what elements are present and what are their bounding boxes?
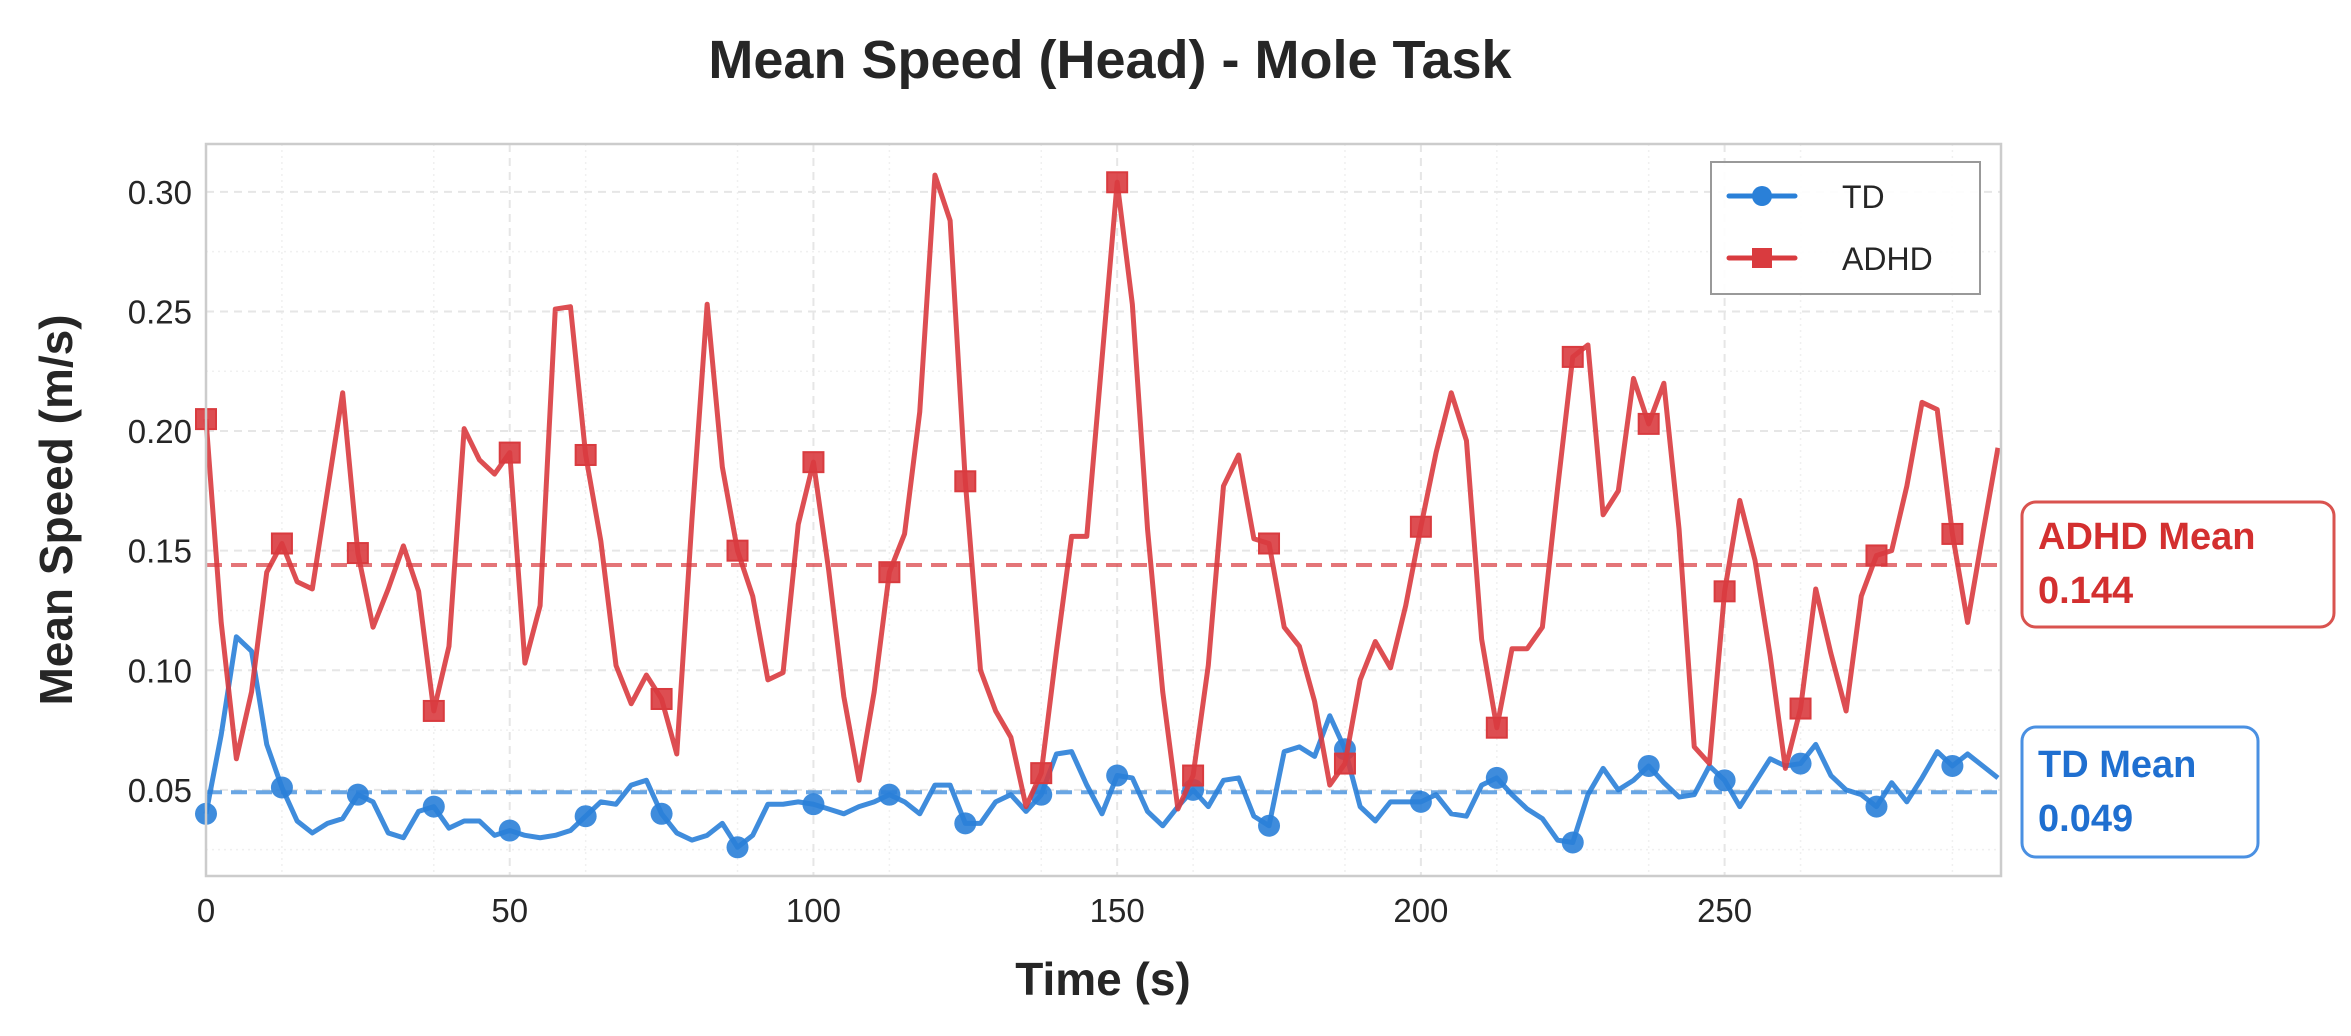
adhd-point <box>1258 532 1281 555</box>
adhd-point <box>1865 544 1888 567</box>
adhd-point <box>1637 412 1660 435</box>
y-tick-label: 0.15 <box>128 533 192 570</box>
adhd-point <box>1182 764 1205 787</box>
td-point <box>1409 790 1432 813</box>
adhd-point <box>1106 171 1129 194</box>
adhd-mean-value: 0.144 <box>2038 570 2133 612</box>
legend-td-label: TD <box>1842 179 1885 215</box>
adhd-point <box>726 539 749 562</box>
adhd-point <box>1941 522 1964 545</box>
legend-item-adhd: ADHD <box>1726 241 1933 277</box>
td-mean-label: TD Mean <box>2038 744 2196 786</box>
legend-td-marker <box>1752 186 1772 206</box>
td-point <box>1258 814 1281 837</box>
adhd-point <box>1561 345 1584 368</box>
adhd-point <box>802 451 825 474</box>
legend: TD ADHD <box>1710 161 1981 295</box>
x-tick-label: 50 <box>491 892 528 929</box>
x-axis-label: Time (s) <box>1015 953 1191 1005</box>
series-group <box>195 171 2001 859</box>
y-tick-label: 0.25 <box>128 293 192 330</box>
adhd-point <box>954 470 977 493</box>
adhd-mean-box <box>2020 500 2336 629</box>
td-point <box>1865 795 1888 818</box>
y-tick-labels: 0.05 0.10 0.15 0.20 0.25 0.30 <box>128 174 192 809</box>
legend-adhd-marker <box>1752 248 1772 268</box>
chart-title: Mean Speed (Head) - Mole Task <box>708 30 1512 90</box>
y-axis-label: Mean Speed (m/s) <box>30 314 82 705</box>
td-point <box>650 802 673 825</box>
adhd-mean-label: ADHD Mean <box>2038 516 2255 558</box>
td-point <box>1789 752 1812 775</box>
td-point <box>1561 831 1584 854</box>
td-mean-value: 0.049 <box>2038 798 2133 840</box>
td-point <box>1941 754 1964 777</box>
adhd-point <box>1485 716 1508 739</box>
adhd-point <box>1030 762 1053 785</box>
adhd-point <box>270 532 293 555</box>
x-tick-label: 150 <box>1090 892 1145 929</box>
adhd-point <box>1713 580 1736 603</box>
legend-box <box>1710 161 1981 295</box>
td-point <box>574 805 597 828</box>
adhd-point <box>1789 697 1812 720</box>
td-point <box>498 819 521 842</box>
td-mean-annotation: TD Mean 0.049 <box>2020 725 2260 859</box>
adhd-point <box>650 687 673 710</box>
x-tick-label: 200 <box>1393 892 1448 929</box>
adhd-point <box>878 561 901 584</box>
td-point <box>1106 764 1129 787</box>
y-tick-label: 0.10 <box>128 652 192 689</box>
td-point <box>422 795 445 818</box>
td-point <box>1713 769 1736 792</box>
td-point <box>726 836 749 859</box>
x-tick-label: 0 <box>197 892 215 929</box>
td-point <box>802 793 825 816</box>
adhd-mean-annotation: ADHD Mean 0.144 <box>2020 500 2336 629</box>
td-point <box>954 812 977 835</box>
adhd-point <box>422 699 445 722</box>
y-tick-label: 0.05 <box>128 772 192 809</box>
x-tick-labels: 0 50 100 150 200 250 <box>197 892 1752 929</box>
adhd-point <box>1409 515 1432 538</box>
y-tick-label: 0.30 <box>128 174 192 211</box>
td-point <box>346 783 369 806</box>
legend-adhd-label: ADHD <box>1842 241 1933 277</box>
adhd-point <box>1333 752 1356 775</box>
y-tick-label: 0.20 <box>128 413 192 450</box>
adhd-point <box>346 542 369 565</box>
td-line <box>203 634 2000 850</box>
td-point <box>878 783 901 806</box>
x-tick-label: 250 <box>1697 892 1752 929</box>
td-point <box>270 776 293 799</box>
x-tick-label: 100 <box>786 892 841 929</box>
plot-frame <box>204 142 2003 878</box>
legend-item-td: TD <box>1726 179 1885 215</box>
td-mean-box <box>2020 725 2260 859</box>
adhd-point <box>574 443 597 466</box>
adhd-point <box>498 441 521 464</box>
td-point <box>1637 754 1660 777</box>
td-point <box>1485 766 1508 789</box>
